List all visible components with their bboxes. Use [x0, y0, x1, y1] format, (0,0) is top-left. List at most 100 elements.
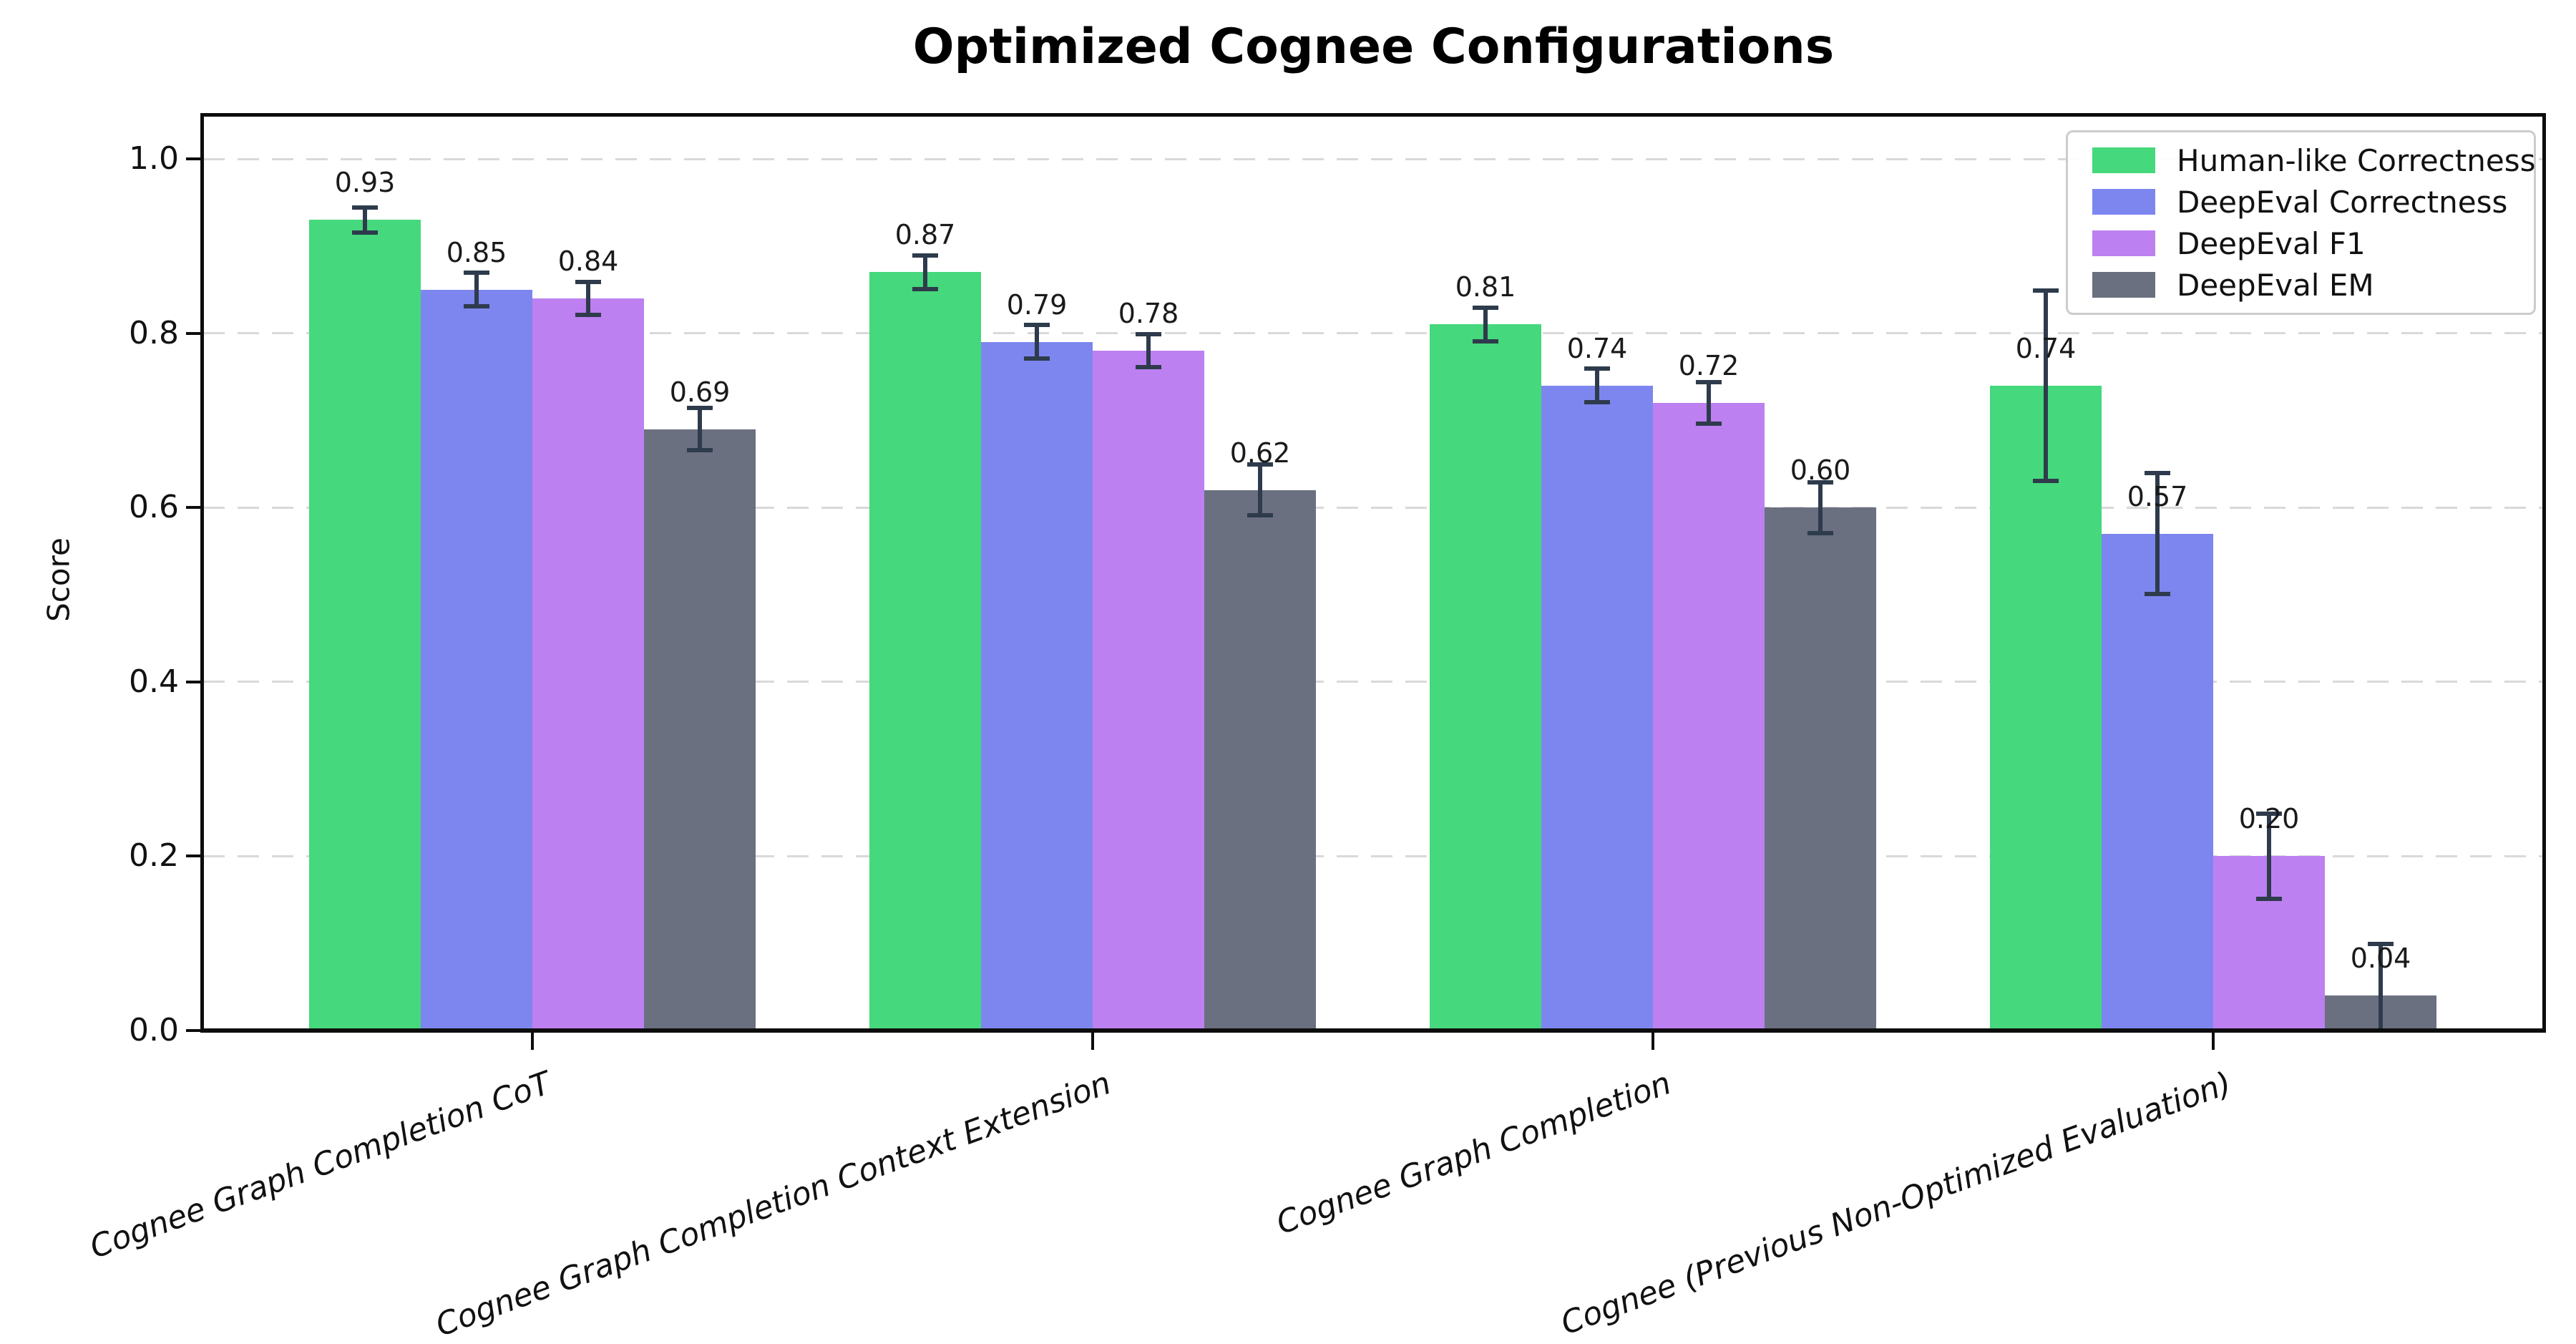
- y-axis-spine: [200, 113, 204, 1033]
- error-cap-top-s2-c1: [1136, 331, 1161, 336]
- legend-item-0: Human-like Correctness: [2092, 142, 2536, 178]
- error-bar-s0-c0: [363, 206, 367, 233]
- right-spine: [2542, 113, 2546, 1033]
- x-tick-mark-0: [531, 1033, 534, 1050]
- error-bar-s0-c1: [923, 254, 927, 290]
- gridline-0.6: [203, 506, 2544, 509]
- bar-value-label: 0.60: [1790, 454, 1851, 487]
- y-tick-mark-0.8: [186, 331, 203, 335]
- bar-s1-c3: [2102, 533, 2213, 1031]
- error-cap-top-s3-c1: [1247, 462, 1273, 467]
- legend-item-2: DeepEval F1: [2092, 226, 2534, 261]
- bar-value-label: 0.62: [1229, 437, 1291, 469]
- error-bar-s3-c2: [1818, 481, 1823, 534]
- legend-label-1: DeepEval Correctness: [2177, 184, 2508, 220]
- error-bar-s2-c0: [586, 281, 590, 316]
- gridline-0.2: [203, 854, 2544, 857]
- error-cap-top-s0-c3: [2033, 288, 2059, 293]
- bar-s3-c2: [1765, 507, 1876, 1031]
- y-tick-label-0.0: 0.0: [129, 1012, 179, 1048]
- error-cap-bottom-s3-c2: [1807, 530, 1833, 535]
- x-category-label-2: Cognee Graph Completion: [1272, 1065, 1677, 1242]
- error-cap-top-s3-c0: [687, 406, 713, 411]
- bar-s0-c3: [1990, 385, 2102, 1031]
- y-tick-label-0.8: 0.8: [129, 314, 179, 351]
- error-cap-bottom-s1-c1: [1024, 356, 1050, 361]
- legend-swatch-2: [2092, 230, 2155, 256]
- y-tick-label-0.4: 0.4: [129, 663, 179, 700]
- legend-label-3: DeepEval EM: [2177, 267, 2374, 303]
- legend-swatch-1: [2092, 189, 2155, 215]
- x-tick-mark-1: [1091, 1033, 1094, 1050]
- bar-value-label: 0.79: [1006, 288, 1068, 321]
- error-cap-bottom-s2-c3: [2256, 897, 2282, 902]
- bar-s0-c0: [309, 220, 421, 1031]
- legend-label-0: Human-like Correctness: [2177, 142, 2536, 178]
- y-tick-label-1.0: 1.0: [129, 140, 179, 177]
- y-tick-mark-0.4: [186, 680, 203, 683]
- legend-swatch-3: [2092, 272, 2155, 298]
- error-cap-top-s2-c0: [575, 279, 601, 284]
- bar-value-label: 0.72: [1678, 350, 1740, 382]
- bar-s0-c1: [869, 272, 981, 1031]
- bar-s1-c1: [981, 341, 1093, 1031]
- legend: Human-like Correctness DeepEval Correctne…: [2066, 130, 2536, 315]
- error-bar-s1-c3: [2155, 472, 2160, 595]
- error-cap-bottom-s0-c3: [2033, 478, 2059, 483]
- gridline-0.8: [203, 332, 2544, 335]
- error-cap-bottom-s3-c1: [1247, 513, 1273, 518]
- error-cap-top-s1-c0: [464, 271, 489, 276]
- bar-value-label: 0.84: [557, 245, 619, 277]
- bar-value-label: 0.57: [2127, 480, 2188, 512]
- error-cap-top-s0-c1: [912, 253, 938, 258]
- bar-value-label: 0.87: [894, 219, 956, 251]
- error-bar-s1-c0: [474, 272, 479, 308]
- legend-swatch-0: [2092, 147, 2155, 173]
- x-axis-spine: [200, 1028, 2546, 1033]
- x-category-label-3: Cognee (Previous Non-Optimized Evaluatio…: [1556, 1065, 2237, 1343]
- bar-s1-c0: [421, 289, 532, 1031]
- error-cap-bottom-s0-c0: [352, 230, 378, 235]
- error-cap-bottom-s2-c1: [1136, 365, 1161, 370]
- error-bar-s3-c0: [698, 407, 702, 452]
- error-bar-s3-c1: [1258, 464, 1262, 517]
- x-category-label-0: Cognee Graph Completion CoT: [85, 1065, 556, 1266]
- error-cap-bottom-s1-c3: [2145, 592, 2170, 596]
- bar-s2-c0: [532, 298, 644, 1031]
- error-cap-top-s3-c2: [1807, 479, 1833, 484]
- legend-item-3: DeepEval EM: [2092, 268, 2534, 303]
- error-cap-bottom-s0-c2: [1473, 339, 1498, 344]
- bar-value-label: 0.74: [2015, 332, 2077, 364]
- top-spine: [200, 113, 2546, 117]
- error-bar-s2-c3: [2267, 812, 2271, 900]
- bar-s1-c2: [1541, 385, 1653, 1031]
- legend-item-1: DeepEval Correctness: [2092, 185, 2534, 220]
- bar-s2-c2: [1653, 403, 1765, 1031]
- error-cap-top-s3-c3: [2368, 942, 2394, 947]
- bar-value-label: 0.85: [446, 236, 507, 268]
- x-tick-mark-3: [2212, 1033, 2215, 1050]
- error-cap-bottom-s2-c0: [575, 313, 601, 318]
- y-tick-label-0.6: 0.6: [129, 489, 179, 526]
- bar-value-label: 0.20: [2238, 803, 2300, 835]
- chart-figure: Optimized Cognee Configurations Score 0.…: [41, 19, 2546, 1344]
- bar-value-label: 0.81: [1455, 271, 1516, 303]
- y-tick-mark-0.0: [186, 1029, 203, 1032]
- error-cap-bottom-s2-c2: [1696, 422, 1722, 427]
- error-bar-s2-c1: [1146, 333, 1151, 369]
- y-tick-label-0.2: 0.2: [129, 837, 179, 875]
- y-tick-mark-1.0: [186, 157, 203, 160]
- y-tick-mark-0.2: [186, 854, 203, 858]
- error-cap-top-s0-c2: [1473, 306, 1498, 311]
- error-bar-s1-c2: [1595, 368, 1599, 404]
- error-bar-s3-c3: [2379, 943, 2383, 1031]
- error-cap-bottom-s3-c0: [687, 448, 713, 453]
- error-cap-top-s0-c0: [352, 205, 378, 210]
- error-cap-top-s1-c2: [1584, 366, 1610, 371]
- error-cap-top-s1-c1: [1024, 323, 1050, 328]
- chart-title: Optimized Cognee Configurations: [912, 19, 1835, 75]
- legend-label-2: DeepEval F1: [2177, 225, 2366, 261]
- bar-value-label: 0.93: [334, 167, 396, 199]
- error-bar-s0-c2: [1483, 307, 1488, 342]
- error-cap-bottom-s1-c0: [464, 304, 489, 309]
